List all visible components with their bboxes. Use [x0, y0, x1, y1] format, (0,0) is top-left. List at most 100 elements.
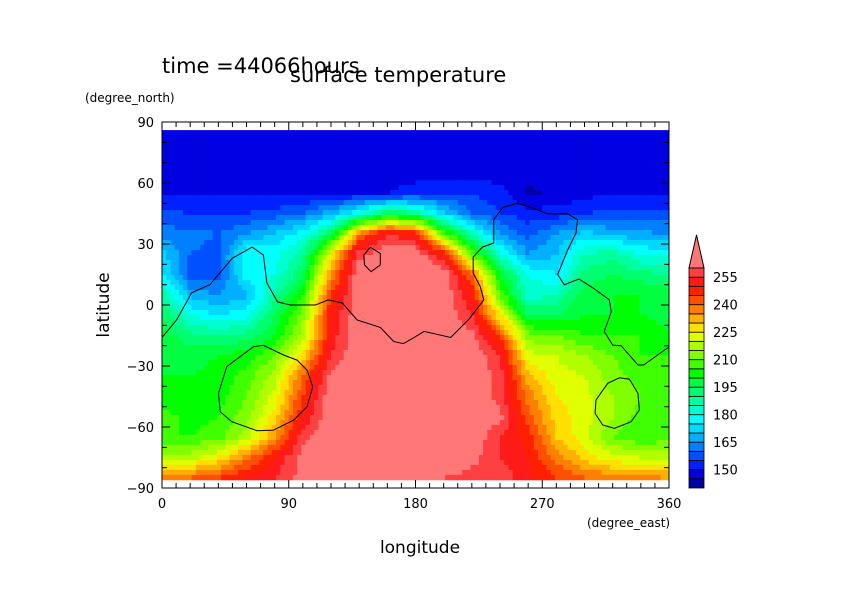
heatmap-cell [390, 145, 395, 151]
heatmap-cell [352, 160, 357, 166]
heatmap-cell [343, 195, 349, 201]
heatmap-cell [605, 185, 611, 191]
heatmap-cell [242, 305, 247, 311]
heatmap-cell [508, 165, 514, 171]
heatmap-cell [546, 230, 552, 236]
heatmap-cell [436, 170, 442, 176]
heatmap-cell [508, 255, 514, 261]
heatmap-cell [483, 185, 488, 191]
heatmap-cell [512, 240, 518, 246]
heatmap-cell [162, 260, 167, 266]
heatmap-cell [267, 170, 273, 176]
heatmap-cell [305, 210, 311, 216]
heatmap-cell [614, 270, 619, 276]
heatmap-cell [166, 140, 171, 146]
heatmap-cell [280, 130, 285, 136]
heatmap-cell [652, 230, 657, 236]
heatmap-cell [571, 190, 577, 196]
heatmap-cell [170, 300, 176, 306]
heatmap-cell [263, 180, 269, 186]
heatmap-cell [592, 195, 598, 201]
heatmap-cell [314, 230, 319, 236]
heatmap-cell [381, 275, 387, 281]
heatmap-cell [605, 285, 611, 291]
heatmap-cell [461, 314, 467, 321]
heatmap-cell [478, 215, 484, 221]
heatmap-cell [419, 205, 425, 211]
heatmap-cell [385, 205, 391, 211]
heatmap-cell [508, 135, 514, 141]
heatmap-cell [263, 210, 269, 216]
heatmap-cell [162, 185, 167, 191]
heatmap-cell [212, 245, 218, 251]
heatmap-cell [567, 155, 573, 161]
heatmap-cell [259, 255, 264, 261]
heatmap-cell [377, 319, 383, 326]
heatmap-cell [288, 255, 294, 261]
heatmap-cell [491, 290, 497, 296]
heatmap-cell [360, 175, 366, 181]
heatmap-cell [483, 245, 488, 251]
heatmap-cell [500, 295, 505, 301]
heatmap-cell [525, 260, 530, 266]
heatmap-cell [516, 160, 522, 166]
heatmap-cell [212, 140, 218, 146]
heatmap-cell [660, 230, 666, 236]
heatmap-cell [364, 205, 370, 211]
heatmap-cell [474, 314, 480, 321]
heatmap-cell [356, 329, 361, 336]
heatmap-cell [301, 319, 307, 326]
heatmap-cell [521, 230, 526, 236]
heatmap-cell [343, 250, 349, 256]
heatmap-cell [221, 150, 226, 156]
heatmap-cell [229, 145, 235, 151]
heatmap-cell [516, 185, 522, 191]
heatmap-cell [339, 245, 345, 251]
heatmap-cell [280, 170, 285, 176]
heatmap-cell [288, 135, 294, 141]
heatmap-cell [394, 260, 400, 266]
heatmap-cell [360, 130, 366, 136]
heatmap-cell [292, 265, 298, 271]
heatmap-cell [605, 250, 611, 256]
heatmap-cell [364, 329, 370, 336]
heatmap-cell [390, 305, 395, 311]
heatmap-cell [292, 334, 298, 341]
heatmap-cell [622, 255, 628, 261]
heatmap-cell [580, 230, 585, 236]
heatmap-cell [326, 210, 332, 216]
heatmap-cell [538, 305, 543, 311]
heatmap-cell [432, 260, 438, 266]
heatmap-cell [508, 200, 514, 206]
heatmap-cell [415, 255, 421, 261]
heatmap-cell [559, 135, 564, 141]
heatmap-cell [529, 170, 535, 176]
heatmap-cell [664, 195, 670, 201]
heatmap-cell [419, 200, 425, 206]
heatmap-cell [554, 180, 560, 186]
heatmap-cell [491, 210, 497, 216]
heatmap-cell [597, 160, 602, 166]
heatmap-cell [419, 295, 425, 301]
heatmap-cell [339, 230, 345, 236]
heatmap-cell [630, 200, 636, 206]
heatmap-cell [385, 250, 391, 256]
heatmap-cell [538, 175, 543, 181]
heatmap-cell [208, 200, 214, 206]
heatmap-cell [377, 175, 383, 181]
heatmap-cell [301, 200, 307, 206]
heatmap-cell [571, 180, 577, 186]
heatmap-cell [626, 290, 632, 296]
heatmap-cell [162, 210, 167, 216]
heatmap-cell [440, 324, 446, 331]
heatmap-cell [216, 280, 222, 286]
heatmap-cell [200, 195, 205, 201]
heatmap-cell [187, 300, 192, 306]
heatmap-cell [174, 130, 180, 136]
heatmap-cell [200, 290, 205, 296]
heatmap-cell [225, 300, 230, 306]
heatmap-cell [364, 310, 370, 316]
heatmap-cell [233, 329, 239, 336]
heatmap-cell [394, 240, 400, 246]
heatmap-cell [415, 329, 421, 336]
